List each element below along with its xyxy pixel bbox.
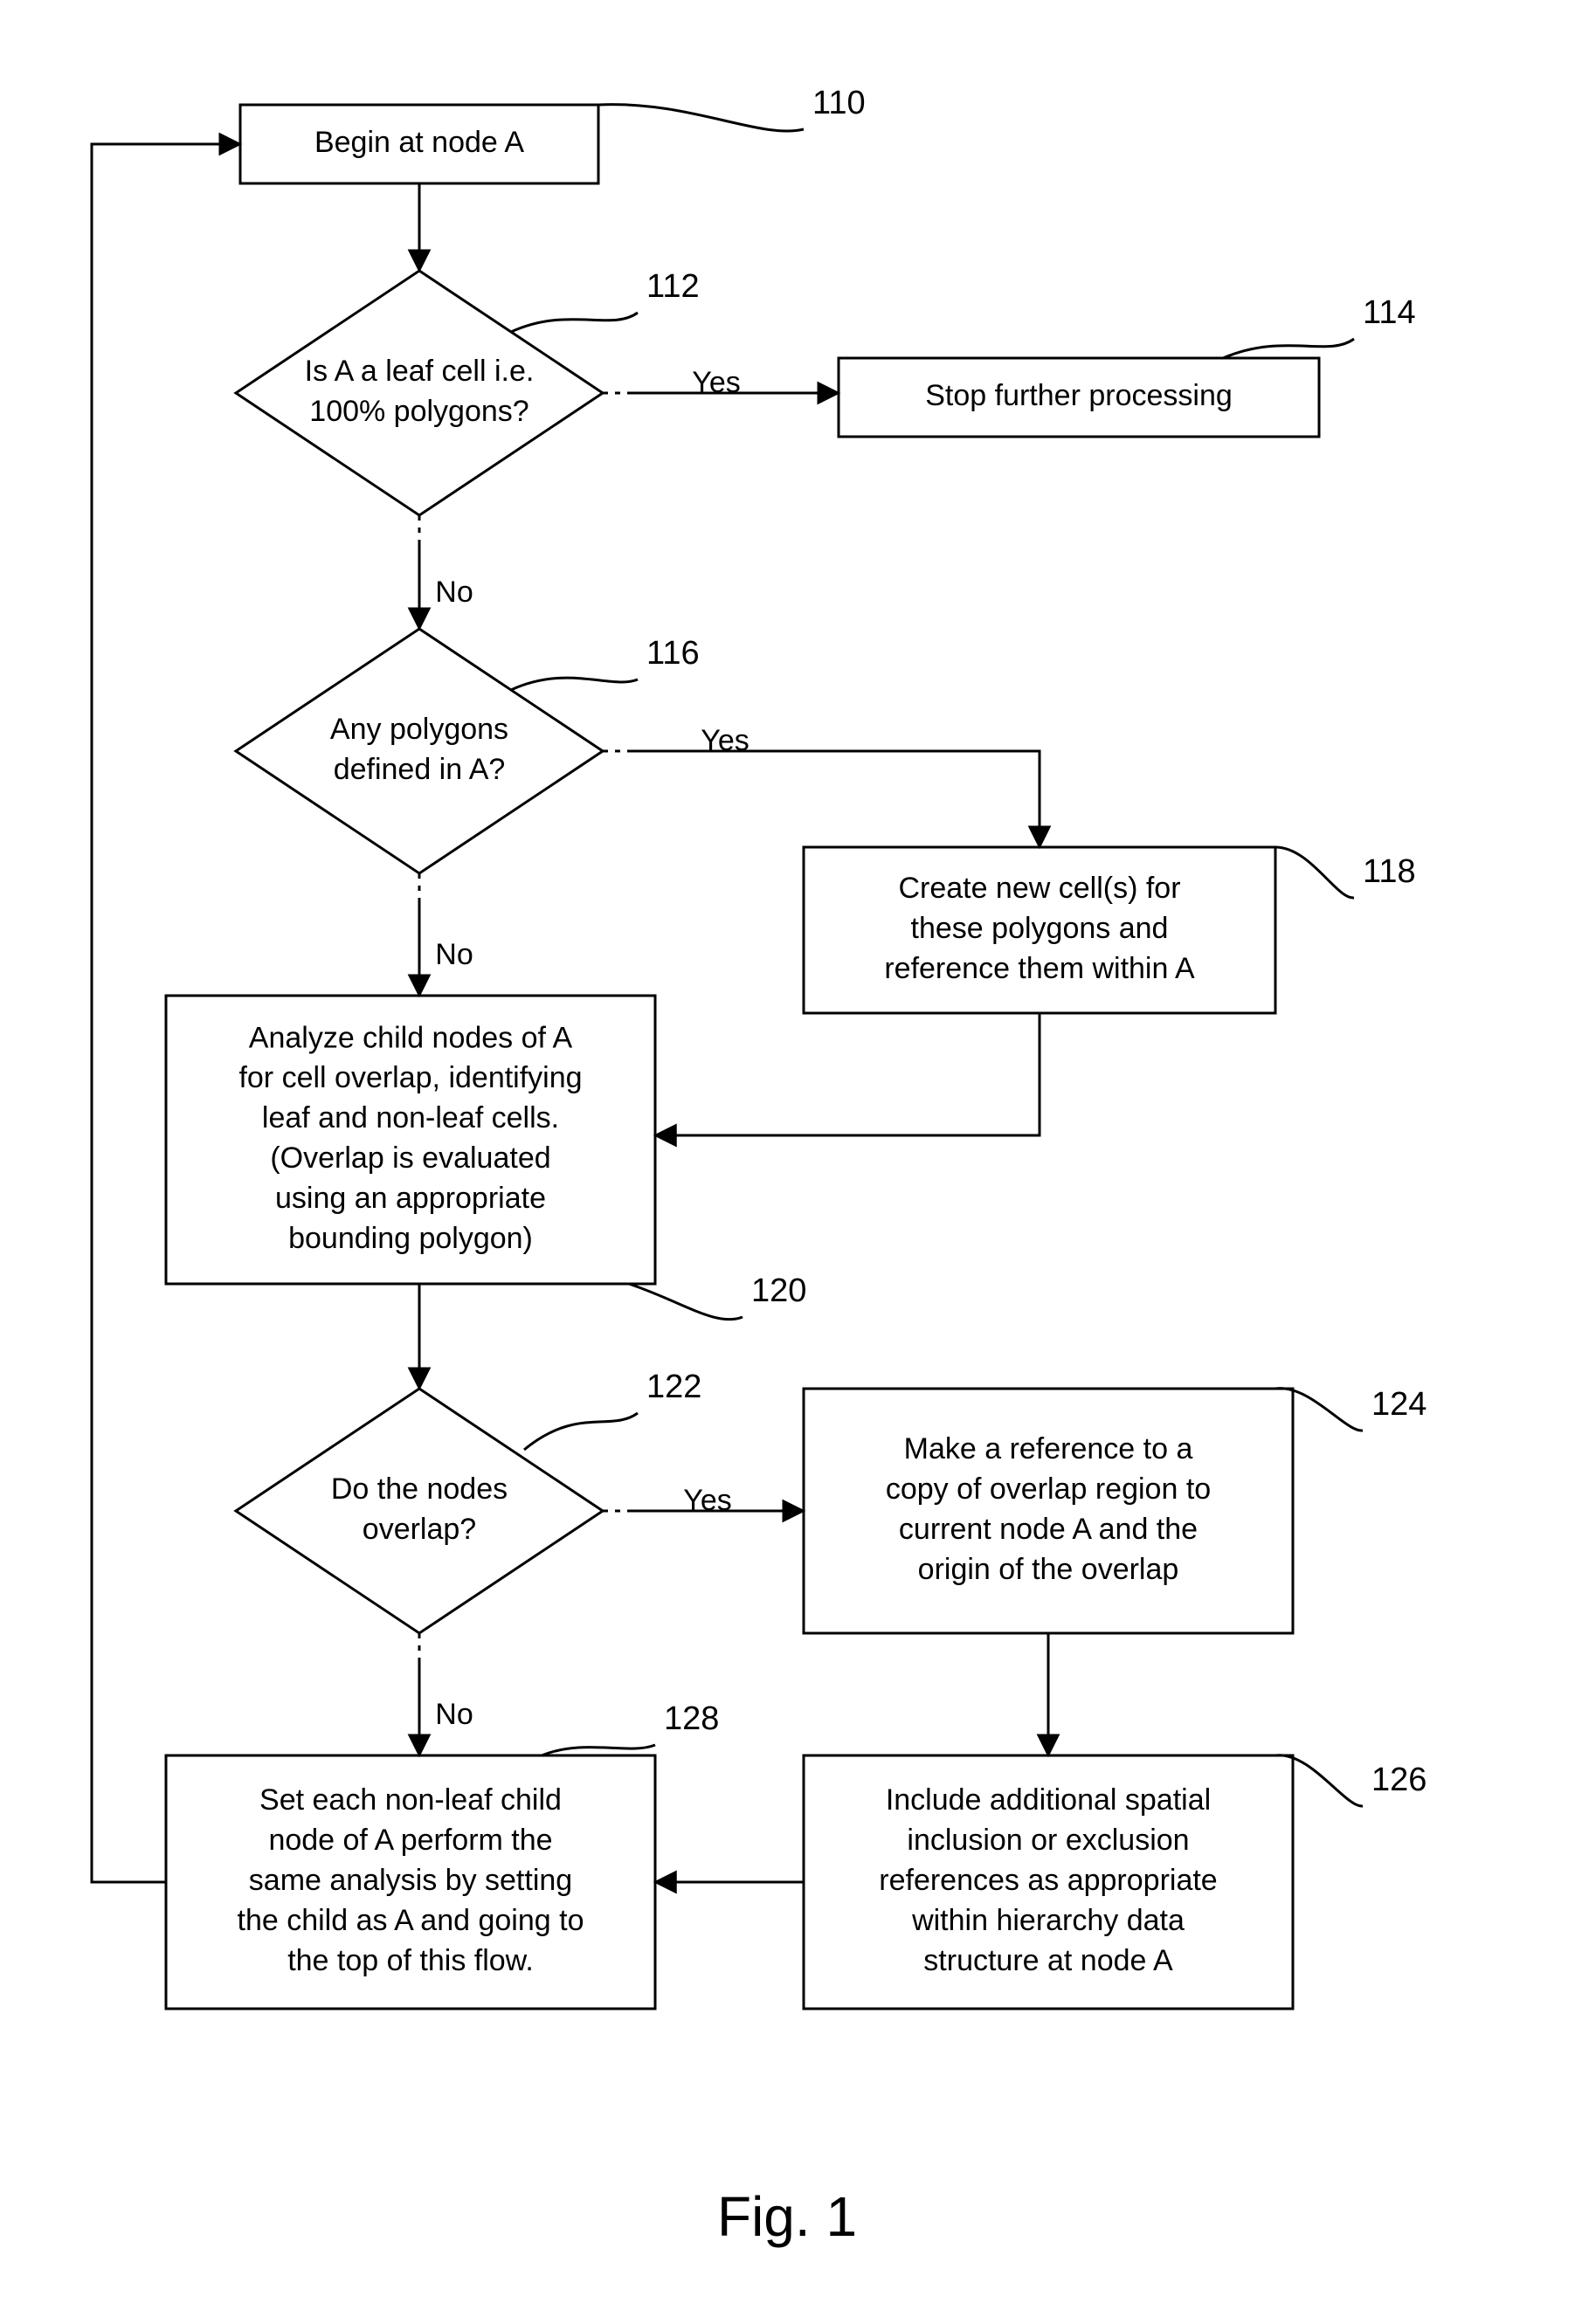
ref-label-n114: 114	[1363, 294, 1416, 331]
edge-label: No	[435, 938, 473, 971]
flowchart: Begin at node A110Is A a leaf cell i.e.1…	[0, 0, 1575, 2324]
node-text-n110: Begin at node A	[314, 126, 524, 159]
node-text-n126: Include additional spatialinclusion or e…	[879, 1783, 1217, 1977]
edge-label: No	[435, 1698, 473, 1731]
ref-label-n128: 128	[664, 1700, 719, 1737]
node-text-n114: Stop further processing	[925, 379, 1233, 412]
ref-label-n122: 122	[646, 1369, 701, 1405]
node-text-n128: Set each non-leaf childnode of A perform…	[238, 1783, 584, 1977]
figure-caption: Fig. 1	[717, 2185, 857, 2248]
edge-label: Yes	[692, 366, 740, 399]
edge-label: Yes	[701, 724, 749, 757]
node-text-n118: Create new cell(s) forthese polygons and…	[884, 872, 1195, 985]
edge-label: No	[435, 576, 473, 609]
ref-label-n110: 110	[812, 85, 866, 121]
ref-label-n118: 118	[1363, 853, 1416, 890]
ref-label-n116: 116	[646, 635, 700, 672]
ref-label-n120: 120	[751, 1272, 806, 1309]
edge-label: Yes	[683, 1484, 731, 1517]
ref-label-n126: 126	[1371, 1762, 1426, 1798]
ref-label-n124: 124	[1371, 1386, 1426, 1423]
ref-label-n112: 112	[646, 268, 700, 305]
